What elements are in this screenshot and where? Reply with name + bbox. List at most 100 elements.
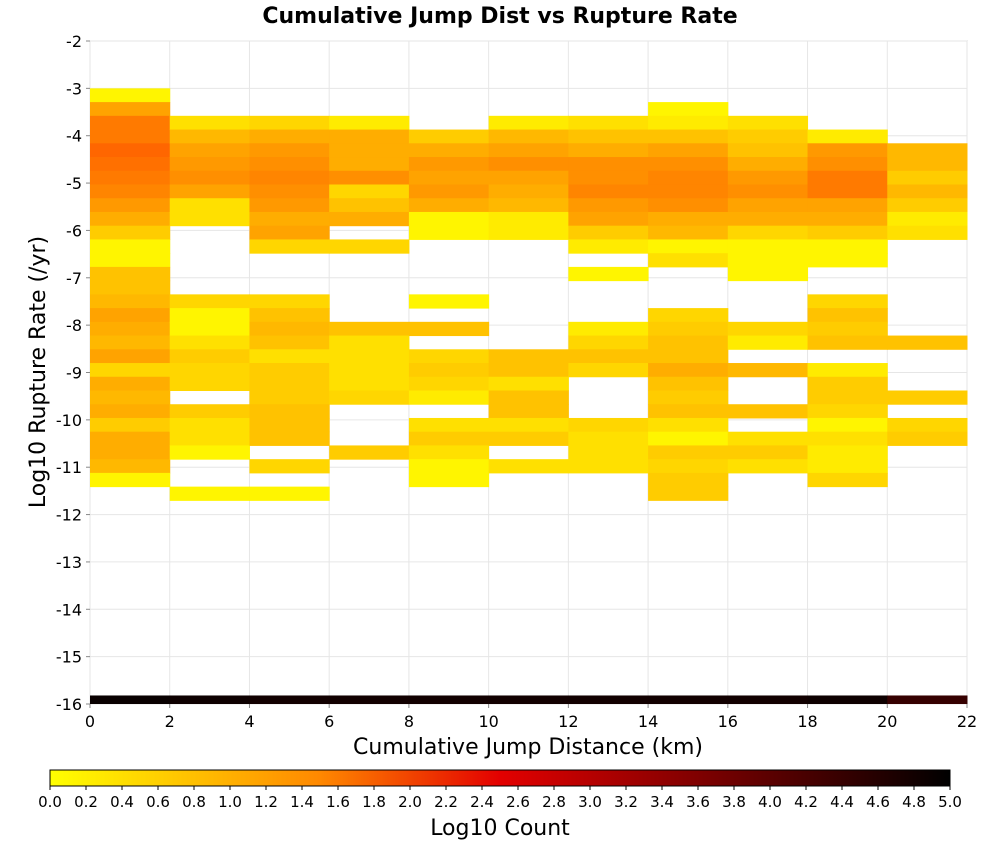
heatmap-cell xyxy=(727,211,809,227)
heatmap-cell xyxy=(648,390,729,405)
heatmap-cell xyxy=(807,390,888,405)
heatmap-cell-bottom xyxy=(90,695,171,704)
y-tick-label: -6 xyxy=(66,221,82,240)
heatmap-cell-bottom xyxy=(249,695,330,704)
heatmap-cell xyxy=(648,431,729,446)
heatmap-cell xyxy=(887,417,968,433)
heatmap-cell xyxy=(90,184,171,199)
heatmap-cell xyxy=(568,143,649,158)
heatmap-cell xyxy=(488,404,569,419)
heatmap-cell xyxy=(727,184,809,199)
heatmap-cell xyxy=(807,472,888,488)
heatmap-cell xyxy=(408,376,490,391)
x-axis-label: Cumulative Jump Distance (km) xyxy=(353,735,703,760)
heatmap-cell xyxy=(568,115,649,131)
y-tick-label: -14 xyxy=(56,600,82,619)
heatmap-cell xyxy=(408,431,490,446)
x-tick-label: 14 xyxy=(638,712,658,731)
heatmap-cell xyxy=(169,129,250,144)
colorbar-tick-label: 2.0 xyxy=(398,793,422,811)
colorbar-tick-label: 4.8 xyxy=(902,793,926,811)
x-tick-label: 20 xyxy=(877,712,897,731)
heatmap-cell xyxy=(648,225,729,240)
heatmap-cell xyxy=(329,115,410,131)
heatmap-cell xyxy=(249,376,330,391)
heatmap-cell xyxy=(568,157,649,172)
heatmap-cell xyxy=(408,349,490,364)
heatmap-cell xyxy=(887,184,968,199)
heatmap-cell xyxy=(488,225,569,240)
heatmap-cell xyxy=(727,431,809,446)
heatmap-cell xyxy=(648,321,729,337)
heatmap-cell xyxy=(249,349,330,364)
heatmap-cell xyxy=(648,459,729,474)
heatmap-cell xyxy=(249,404,330,419)
heatmap-cell xyxy=(807,253,888,268)
heatmap-cell xyxy=(648,102,729,117)
heatmap-cell xyxy=(648,239,729,254)
heatmap-cell xyxy=(488,184,569,199)
heatmap-cell xyxy=(90,472,171,488)
heatmap-cell xyxy=(887,431,968,446)
heatmap-cell xyxy=(488,129,569,144)
heatmap-cell xyxy=(648,308,729,323)
x-tick-label: 18 xyxy=(797,712,817,731)
heatmap-cell xyxy=(648,376,729,391)
colorbar-tick-label: 0.6 xyxy=(146,793,170,811)
heatmap-cell xyxy=(90,335,171,350)
heatmap-cell xyxy=(90,143,171,158)
heatmap-cell xyxy=(408,157,490,172)
heatmap-cell xyxy=(727,225,809,240)
heatmap-cell xyxy=(727,404,809,419)
heatmap-cells xyxy=(90,88,968,704)
heatmap-cell xyxy=(169,431,250,446)
colorbar-tick-label: 3.4 xyxy=(650,793,674,811)
heatmap-cell xyxy=(169,308,250,323)
x-axis-ticks: 0 2 4 6 8 10 12 14 16 18 20 22 xyxy=(85,704,977,731)
heatmap-cell xyxy=(169,294,250,309)
heatmap-cell xyxy=(488,363,569,378)
heatmap-cell xyxy=(408,390,490,405)
heatmap-cell xyxy=(249,184,330,199)
heatmap-cell xyxy=(90,445,171,460)
heatmap-cell-bottom xyxy=(408,695,490,704)
heatmap-cell xyxy=(249,225,330,240)
heatmap-cell xyxy=(329,239,410,254)
heatmap-cell xyxy=(488,376,569,391)
heatmap-cell xyxy=(90,157,171,172)
heatmap-cell-bottom xyxy=(329,695,410,704)
heatmap-cell xyxy=(568,198,649,213)
y-tick-label: -2 xyxy=(66,32,82,51)
heatmap-cell xyxy=(90,308,171,323)
heatmap-cell xyxy=(488,349,569,364)
heatmap-cell xyxy=(329,349,410,364)
heatmap-cell xyxy=(249,157,330,172)
heatmap-cell xyxy=(887,143,968,158)
heatmap-cell xyxy=(90,198,171,213)
heatmap-cell xyxy=(90,390,171,405)
heatmap-cell xyxy=(249,143,330,158)
heatmap-cell xyxy=(408,445,490,460)
heatmap-cell xyxy=(249,335,330,350)
heatmap-cell xyxy=(249,294,330,309)
y-tick-label: -10 xyxy=(56,411,82,430)
colorbar-ticks: 0.0 0.2 0.4 0.6 0.8 1.0 1.2 1.4 1.6 1.8 2.0 2.2 2.4 2… xyxy=(38,786,962,811)
heatmap-cell xyxy=(807,417,888,433)
heatmap-cell xyxy=(807,157,888,172)
x-tick-label: 0 xyxy=(85,712,95,731)
heatmap-cell xyxy=(169,115,250,131)
heatmap-cell xyxy=(90,266,171,282)
y-tick-label: -8 xyxy=(66,316,82,335)
heatmap-cell xyxy=(249,417,330,433)
heatmap-cell xyxy=(648,170,729,185)
heatmap-cell xyxy=(249,211,330,227)
heatmap-cell xyxy=(807,431,888,446)
colorbar-tick-label: 3.0 xyxy=(578,793,602,811)
colorbar-tick-label: 2.6 xyxy=(506,793,530,811)
heatmap-cell xyxy=(169,198,250,213)
heatmap-cell xyxy=(727,266,809,282)
y-tick-label: -4 xyxy=(66,127,82,146)
colorbar-tick-label: 4.4 xyxy=(830,793,854,811)
heatmap-cell xyxy=(568,445,649,460)
heatmap-cell xyxy=(807,308,888,323)
